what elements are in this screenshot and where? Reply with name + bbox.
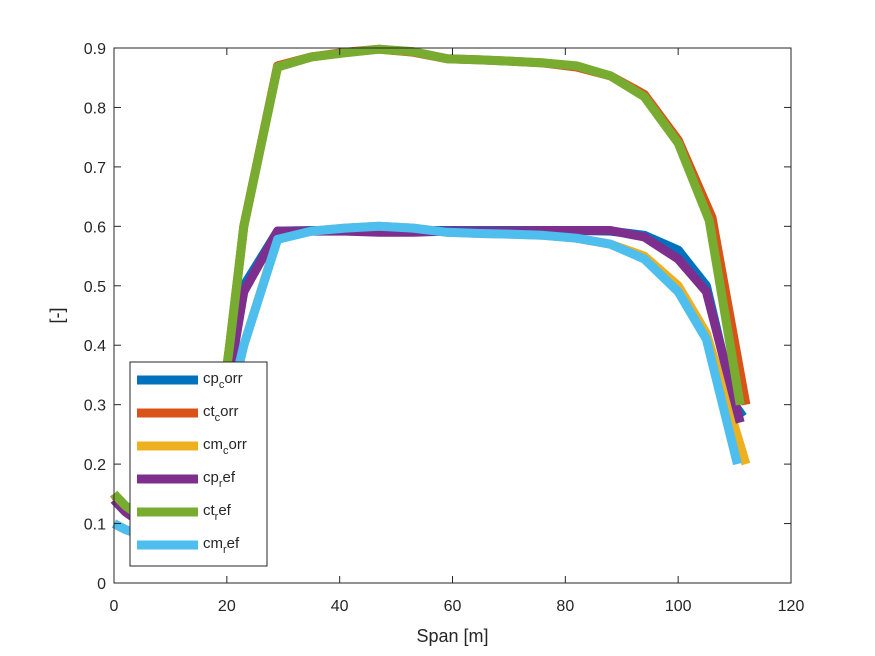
legend-box bbox=[129, 361, 268, 567]
x-tick-label: 120 bbox=[778, 598, 805, 615]
legend-label: cpcorr bbox=[203, 370, 243, 391]
y-tick-label: 0.3 bbox=[84, 398, 106, 415]
y-axis-label: [-] bbox=[47, 308, 67, 324]
y-tick-label: 0.6 bbox=[84, 219, 106, 236]
y-tick-label: 0 bbox=[97, 576, 106, 593]
x-tick-label: 60 bbox=[444, 598, 462, 615]
legend[interactable]: cpcorr ctcorr cmcorr cpref ctref cmref bbox=[129, 361, 268, 567]
y-tick-label: 0.4 bbox=[84, 338, 106, 355]
x-axis-label: Span [m] bbox=[416, 626, 488, 646]
legend-label: cmcorr bbox=[203, 436, 247, 457]
x-tick-label: 40 bbox=[331, 598, 349, 615]
y-tick-label: 0.8 bbox=[84, 100, 106, 117]
axes-layer: 0 20 40 60 80 100 120 0 0.1 0.2 0.3 0.4 0.5 0.6 0.7 0.8… bbox=[84, 41, 805, 615]
y-tick-label: 0.9 bbox=[84, 41, 106, 58]
legend-item-ct-ref[interactable]: ctref bbox=[137, 502, 232, 523]
legend-item-cm-corr[interactable]: cmcorr bbox=[137, 436, 247, 457]
legend-item-ct-corr[interactable]: ctcorr bbox=[137, 403, 239, 424]
y-tick-label: 0.5 bbox=[84, 279, 106, 296]
legend-item-cp-corr[interactable]: cpcorr bbox=[137, 370, 243, 391]
legend-item-cp-ref[interactable]: cpref bbox=[137, 469, 236, 490]
legend-label: cpref bbox=[203, 469, 236, 490]
legend-item-cm-ref[interactable]: cmref bbox=[137, 535, 240, 556]
y-tick-label: 0.7 bbox=[84, 160, 106, 177]
legend-label: ctref bbox=[203, 502, 232, 523]
legend-label: cmref bbox=[203, 535, 240, 556]
y-tick-label: 0.2 bbox=[84, 457, 106, 474]
x-tick-label: 20 bbox=[218, 598, 236, 615]
x-tick-label: 80 bbox=[556, 598, 574, 615]
x-tick-label: 0 bbox=[110, 598, 119, 615]
y-tick-label: 0.1 bbox=[84, 517, 106, 534]
legend-label: ctcorr bbox=[203, 403, 239, 424]
x-tick-label: 100 bbox=[665, 598, 692, 615]
